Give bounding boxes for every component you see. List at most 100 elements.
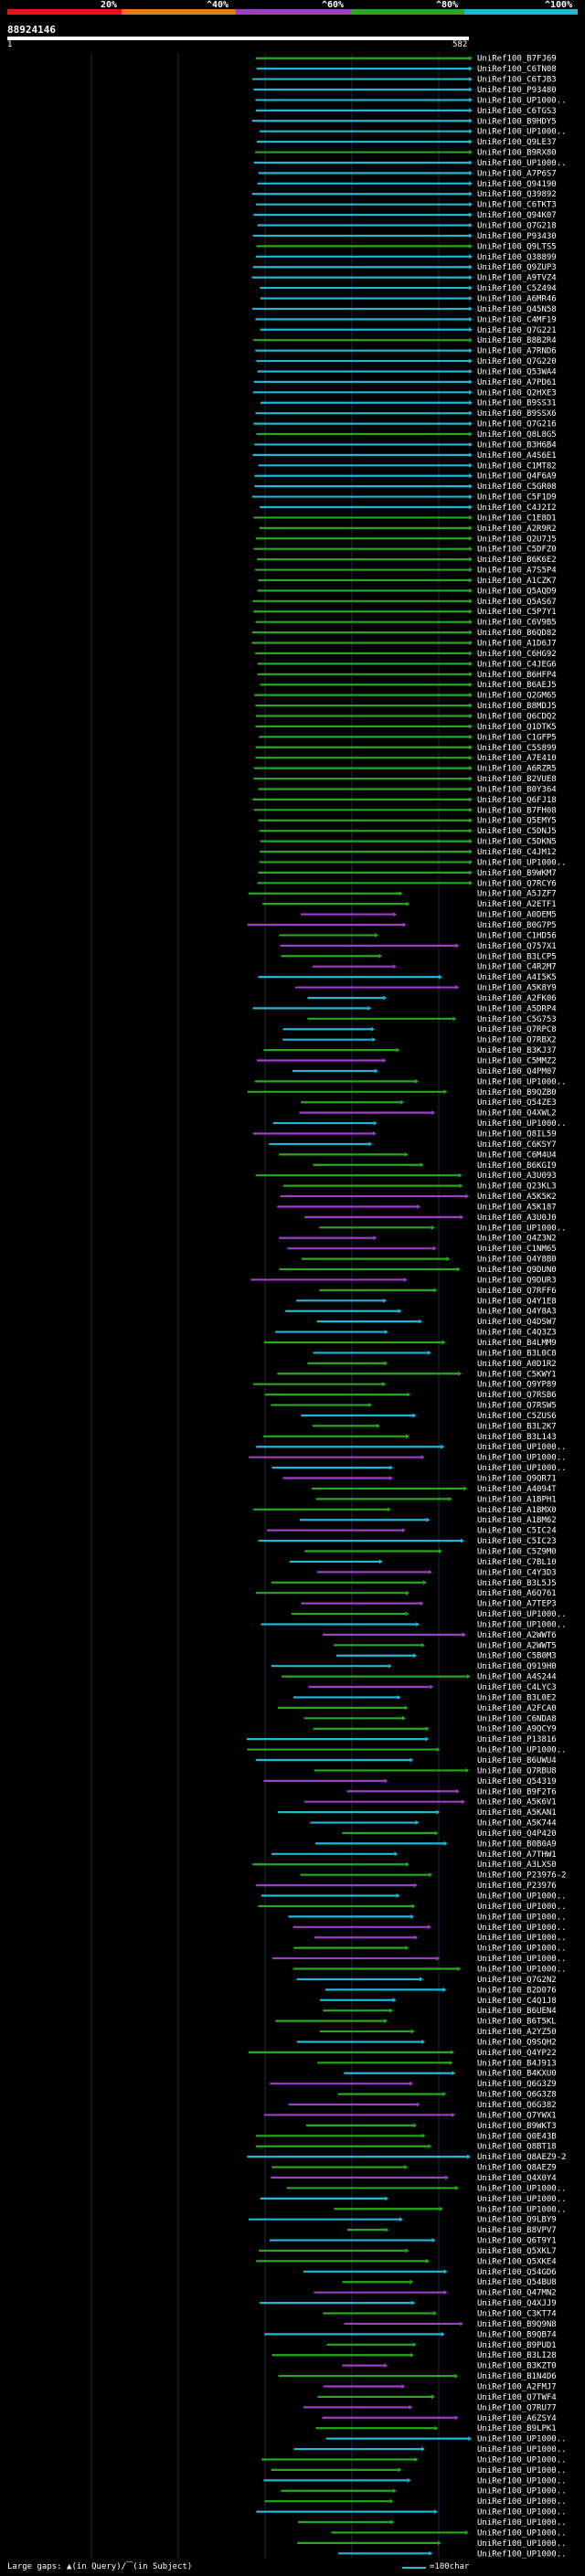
hit-label[interactable]: UniRef100_Q6FJ18 <box>477 796 557 805</box>
hit-label[interactable]: UniRef100_A5KAN1 <box>477 1808 557 1818</box>
hit-label[interactable]: UniRef100_A2ETF1 <box>477 900 557 909</box>
hit-label[interactable]: UniRef100_C1MT82 <box>477 461 557 471</box>
hit-label[interactable]: UniRef100_Q8IL59 <box>477 1129 557 1139</box>
hit-label[interactable]: UniRef100_B3H6B4 <box>477 440 557 450</box>
hit-label[interactable]: UniRef100_Q7RU77 <box>477 2403 557 2412</box>
hit-label[interactable]: UniRef100_UP1000.. <box>477 2508 567 2518</box>
hit-label[interactable]: UniRef100_C5F1D9 <box>477 493 557 503</box>
hit-label[interactable]: UniRef100_UP1000.. <box>477 2205 567 2214</box>
hit-label[interactable]: UniRef100_B0B0A9 <box>477 1839 557 1849</box>
hit-label[interactable]: UniRef100_Q7RFF6 <box>477 1287 557 1296</box>
hit-label[interactable]: UniRef100_A1BPH1 <box>477 1495 557 1504</box>
hit-label[interactable]: UniRef100_Q4P420 <box>477 1829 557 1839</box>
hit-label[interactable]: UniRef100_Q7G221 <box>477 326 557 335</box>
hit-label[interactable]: UniRef100_B3L143 <box>477 1433 557 1442</box>
hit-label[interactable]: UniRef100_A2YZ50 <box>477 2028 557 2037</box>
hit-label[interactable]: UniRef100_B6T5KL <box>477 2018 557 2027</box>
hit-label[interactable]: UniRef100_C3KT74 <box>477 2310 557 2319</box>
hit-label[interactable]: UniRef100_A6Q761 <box>477 1589 557 1598</box>
hit-label[interactable]: UniRef100_A2WWT6 <box>477 1631 557 1640</box>
hit-label[interactable]: UniRef100_C6HG92 <box>477 650 557 659</box>
hit-label[interactable]: UniRef100_B3LI28 <box>477 2351 557 2360</box>
hit-label[interactable]: UniRef100_B8B2R4 <box>477 336 557 345</box>
hit-label[interactable]: UniRef100_Q6CDQ2 <box>477 712 557 721</box>
hit-label[interactable]: UniRef100_C5ZUS6 <box>477 1412 557 1421</box>
hit-label[interactable]: UniRef100_UP1000.. <box>477 1945 567 1954</box>
hit-label[interactable]: UniRef100_Q9LE37 <box>477 138 557 147</box>
hit-label[interactable]: UniRef100_Q7RCY6 <box>477 879 557 888</box>
hit-label[interactable]: UniRef100_C6TGS3 <box>477 107 557 116</box>
hit-label[interactable]: UniRef100_A5DRP4 <box>477 1004 557 1013</box>
hit-label[interactable]: UniRef100_A3U093 <box>477 1171 557 1181</box>
hit-label[interactable]: UniRef100_B4LMM9 <box>477 1339 557 1348</box>
hit-label[interactable]: UniRef100_B3LCP5 <box>477 952 557 961</box>
hit-label[interactable]: UniRef100_B6K6E2 <box>477 556 557 565</box>
hit-label[interactable]: UniRef100_UP1000.. <box>477 128 567 137</box>
hit-label[interactable]: UniRef100_UP1000.. <box>477 159 567 168</box>
hit-label[interactable]: UniRef100_UP1000.. <box>477 2476 567 2486</box>
hit-label[interactable]: UniRef100_A6MR46 <box>477 294 557 303</box>
hit-label[interactable]: UniRef100_B6AEJ5 <box>477 681 557 690</box>
hit-label[interactable]: UniRef100_A2FMJ7 <box>477 2382 557 2391</box>
hit-label[interactable]: UniRef100_Q4Y8A3 <box>477 1308 557 1317</box>
hit-label[interactable]: UniRef100_A2FCA0 <box>477 1704 557 1713</box>
hit-label[interactable]: UniRef100_UP1000.. <box>477 2487 567 2496</box>
hit-label[interactable]: UniRef100_Q2GM65 <box>477 692 557 701</box>
hit-label[interactable]: UniRef100_A5JZF7 <box>477 890 557 899</box>
hit-label[interactable]: UniRef100_UP1000.. <box>477 858 567 867</box>
hit-label[interactable]: UniRef100_UP1000.. <box>477 1224 567 1233</box>
hit-label[interactable]: UniRef100_C4JM12 <box>477 848 557 857</box>
hit-label[interactable]: UniRef100_C6V9B5 <box>477 619 557 628</box>
hit-label[interactable]: UniRef100_UP1000.. <box>477 2445 567 2454</box>
hit-label[interactable]: UniRef100_UP1000.. <box>477 1464 567 1473</box>
hit-label[interactable]: UniRef100_A7E410 <box>477 754 557 763</box>
hit-label[interactable]: UniRef100_B3L0E2 <box>477 1693 557 1702</box>
hit-label[interactable]: UniRef100_Q94190 <box>477 180 557 189</box>
hit-label[interactable]: UniRef100_A1BM62 <box>477 1516 557 1525</box>
hit-label[interactable]: UniRef100_Q4F6A9 <box>477 472 557 482</box>
hit-label[interactable]: UniRef100_A3U0J0 <box>477 1214 557 1223</box>
hit-label[interactable]: UniRef100_UP1000.. <box>477 2497 567 2507</box>
hit-label[interactable]: UniRef100_Q7G2N2 <box>477 1976 557 1985</box>
hit-label[interactable]: UniRef100_Q39892 <box>477 190 557 199</box>
hit-label[interactable]: UniRef100_C1GFP5 <box>477 733 557 742</box>
hit-label[interactable]: UniRef100_B9SS31 <box>477 399 557 408</box>
hit-label[interactable]: UniRef100_B9QZB0 <box>477 1088 557 1097</box>
hit-label[interactable]: UniRef100_Q7TWF4 <box>477 2393 557 2402</box>
hit-label[interactable]: UniRef100_A4I5K5 <box>477 973 557 982</box>
hit-label[interactable]: UniRef100_Q6G3Z8 <box>477 2091 557 2100</box>
hit-label[interactable]: UniRef100_B3L2K7 <box>477 1422 557 1431</box>
hit-label[interactable]: UniRef100_A5K744 <box>477 1819 557 1829</box>
hit-label[interactable]: UniRef100_B9WKT3 <box>477 2122 557 2131</box>
hit-label[interactable]: UniRef100_P23976-2 <box>477 1871 567 1881</box>
hit-label[interactable]: UniRef100_B6UEN4 <box>477 2007 557 2016</box>
hit-label[interactable]: UniRef100_UP1000.. <box>477 2466 567 2475</box>
hit-label[interactable]: UniRef100_Q4X0Y4 <box>477 2174 557 2183</box>
hit-label[interactable]: UniRef100_C6TKT3 <box>477 201 557 210</box>
hit-label[interactable]: UniRef100_B9PUD1 <box>477 2341 557 2350</box>
hit-label[interactable]: UniRef100_UP1000.. <box>477 1077 567 1087</box>
hit-label[interactable]: UniRef100_C6NDA8 <box>477 1714 557 1723</box>
hit-label[interactable]: UniRef100_B4J913 <box>477 2059 557 2068</box>
hit-label[interactable]: UniRef100_A7PD61 <box>477 378 557 387</box>
hit-label[interactable]: UniRef100_Q919H0 <box>477 1662 557 1671</box>
hit-label[interactable]: UniRef100_Q4PM07 <box>477 1067 557 1076</box>
hit-label[interactable]: UniRef100_Q7RPC8 <box>477 1025 557 1034</box>
hit-label[interactable]: UniRef100_P23976 <box>477 1882 557 1891</box>
hit-label[interactable]: UniRef100_Q4XJJ9 <box>477 2299 557 2308</box>
hit-label[interactable]: UniRef100_UP1000.. <box>477 1443 567 1452</box>
hit-label[interactable]: UniRef100_B9RX80 <box>477 149 557 158</box>
hit-label[interactable]: UniRef100_Q5AQD9 <box>477 587 557 596</box>
hit-label[interactable]: UniRef100_UP1000.. <box>477 1955 567 1964</box>
hit-label[interactable]: UniRef100_Q9DUN0 <box>477 1266 557 1275</box>
hit-label[interactable]: UniRef100_Q9QR71 <box>477 1475 557 1484</box>
hit-label[interactable]: UniRef100_Q4Z3N2 <box>477 1235 557 1244</box>
hit-label[interactable]: UniRef100_C5MMZ2 <box>477 1057 557 1066</box>
hit-label[interactable]: UniRef100_Q7RBX2 <box>477 1036 557 1045</box>
hit-label[interactable]: UniRef100_Q54GD6 <box>477 2268 557 2277</box>
hit-label[interactable]: UniRef100_B9HDY5 <box>477 117 557 126</box>
hit-label[interactable]: UniRef100_Q8AEZ9-2 <box>477 2153 567 2162</box>
hit-label[interactable]: UniRef100_Q1DTK5 <box>477 723 557 732</box>
hit-label[interactable]: UniRef100_UP1000.. <box>477 2435 567 2444</box>
hit-label[interactable]: UniRef100_B8MDJ5 <box>477 702 557 711</box>
